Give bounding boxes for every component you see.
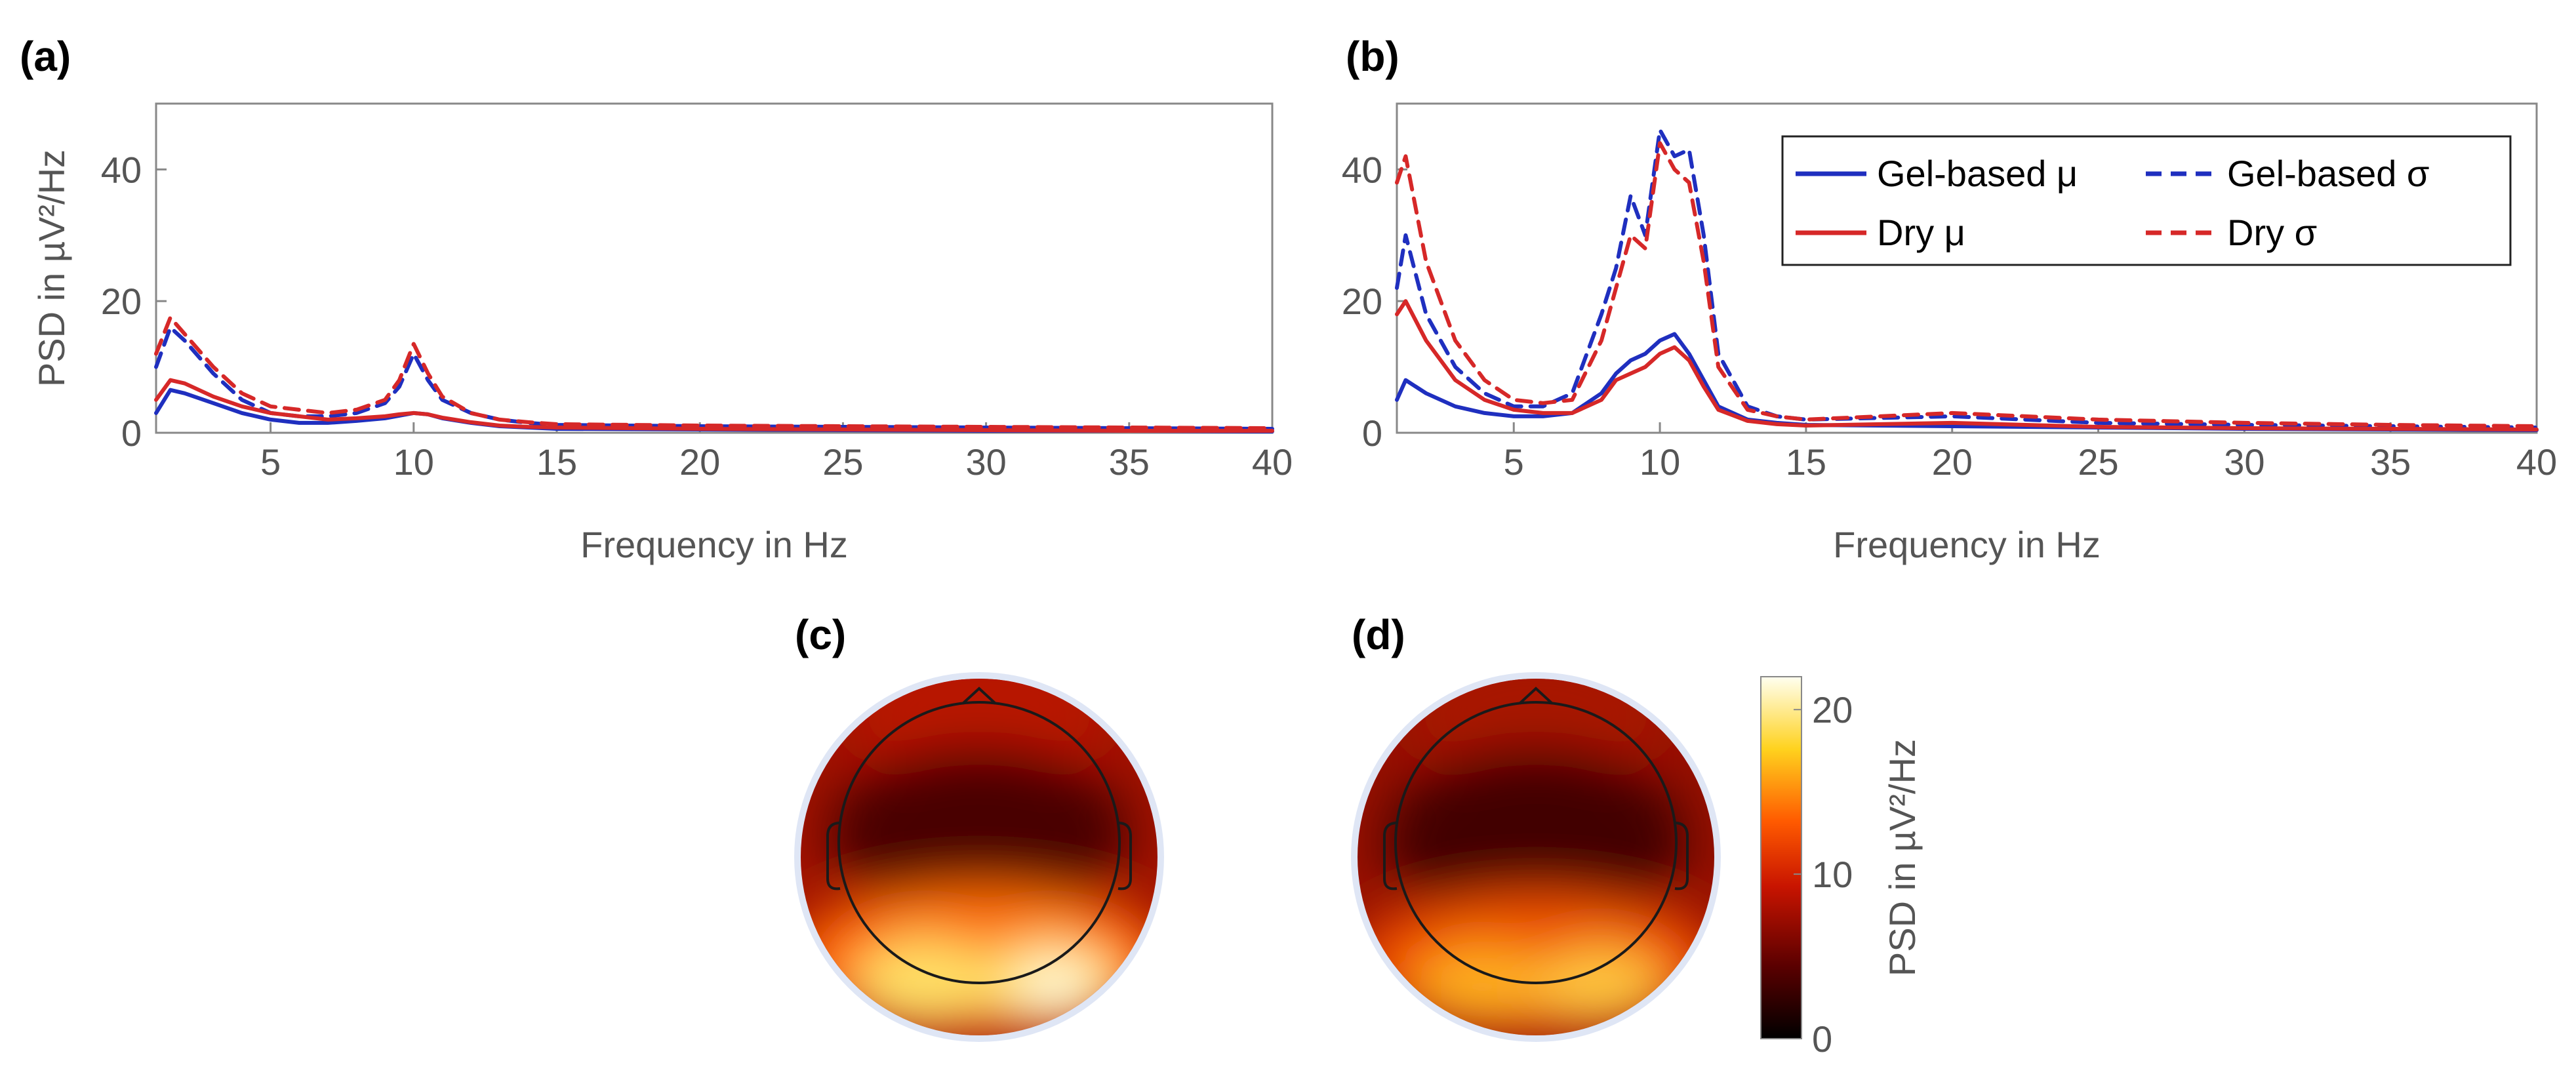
x-tick-label-a: 40 (1252, 441, 1293, 483)
panel-label-d: (d) (1352, 611, 1405, 658)
colorbar-tick-label: 20 (1812, 689, 1853, 730)
y-tick-label-b: 20 (1342, 281, 1382, 322)
colorbar-ticks: 0 10 20 (1794, 689, 1853, 1060)
x-tick-label-a: 20 (679, 441, 720, 483)
legend-label-gel-sd: Gel-based σ (2227, 153, 2430, 194)
y-tick-label-b: 40 (1342, 149, 1382, 190)
panel-label-b: (b) (1346, 33, 1399, 80)
x-tick-label-b: 10 (1640, 441, 1680, 483)
y-tick-label-a: 0 (121, 412, 142, 454)
colorbar-title: PSD in µV²/Hz (1882, 739, 1923, 976)
colorbar: 0 10 20 PSD in µV²/Hz (1760, 676, 1923, 1060)
legend-box (1781, 135, 2512, 266)
series-line-a-3 (154, 315, 1274, 430)
x-tick-label-b: 15 (1786, 441, 1826, 483)
plot-frame-a (155, 102, 1274, 434)
series-line-b-1 (1395, 299, 2539, 431)
series-line-b-2 (1395, 128, 2539, 429)
series-a (154, 315, 1274, 433)
series-line-b-3 (1395, 141, 2539, 428)
legend-label-dry-mean: Dry μ (1877, 212, 1965, 253)
plot-frame-b (1396, 102, 2538, 434)
x-tick-label-a: 5 (260, 441, 281, 483)
y-tick-label-b: 0 (1362, 412, 1382, 454)
x-axis-title-b: Frequency in Hz (1833, 524, 2101, 565)
legend-b: Gel-based μ Gel-based σ Dry μ Dry σ (1781, 135, 2512, 266)
x-tick-label-a: 30 (965, 441, 1006, 483)
x-tick-label-b: 30 (2224, 441, 2264, 483)
x-tick-label-b: 35 (2370, 441, 2411, 483)
panel-label-a: (a) (20, 33, 71, 80)
y-tick-label-a: 40 (101, 149, 142, 190)
series-line-b-0 (1395, 332, 2539, 432)
panel-label-c: (c) (795, 611, 846, 658)
colorbar-tick-label: 0 (1812, 1018, 1832, 1060)
series-b (1395, 128, 2539, 432)
x-tick-label-a: 25 (822, 441, 863, 483)
x-tick-label-b: 25 (2078, 441, 2118, 483)
y-tick-label-a: 20 (101, 281, 142, 322)
y-axis-title-a: PSD in µV²/Hz (31, 150, 72, 387)
x-tick-label-b: 20 (1932, 441, 1973, 483)
x-tick-label-a: 15 (536, 441, 577, 483)
topoplot-heat-d (1358, 679, 1714, 1029)
ticks-a: 5 10 15 20 25 30 35 40 0 20 40 (101, 149, 1293, 483)
colorbar-tick-label: 10 (1812, 854, 1853, 895)
series-line-a-1 (154, 378, 1274, 433)
topoplot-heat-c (801, 679, 1157, 1029)
legend-label-dry-sd: Dry σ (2227, 212, 2317, 253)
head-outline-d (1383, 687, 1689, 984)
legend-label-gel-mean: Gel-based μ (1877, 153, 2078, 194)
head-outline-c (826, 687, 1132, 984)
x-tick-label-b: 5 (1504, 441, 1524, 483)
topoplot-c (794, 672, 1164, 1042)
x-tick-label-b: 40 (2516, 441, 2557, 483)
chart-b: 5 10 15 20 25 30 35 40 0 20 40 Frequency in Hz Gel… (1342, 102, 2557, 565)
topoplot-d (1351, 672, 1721, 1042)
chart-a: 5 10 15 20 25 30 35 40 0 20 40 PSD in µV²/Hz Frequ… (31, 102, 1293, 565)
x-tick-label-a: 35 (1109, 441, 1150, 483)
x-axis-title-a: Frequency in Hz (580, 524, 848, 565)
colorbar-gradient (1760, 676, 1802, 1039)
series-line-a-2 (154, 325, 1274, 431)
ticks-b: 5 10 15 20 25 30 35 40 0 20 40 (1342, 149, 2557, 483)
x-tick-label-a: 10 (393, 441, 434, 483)
